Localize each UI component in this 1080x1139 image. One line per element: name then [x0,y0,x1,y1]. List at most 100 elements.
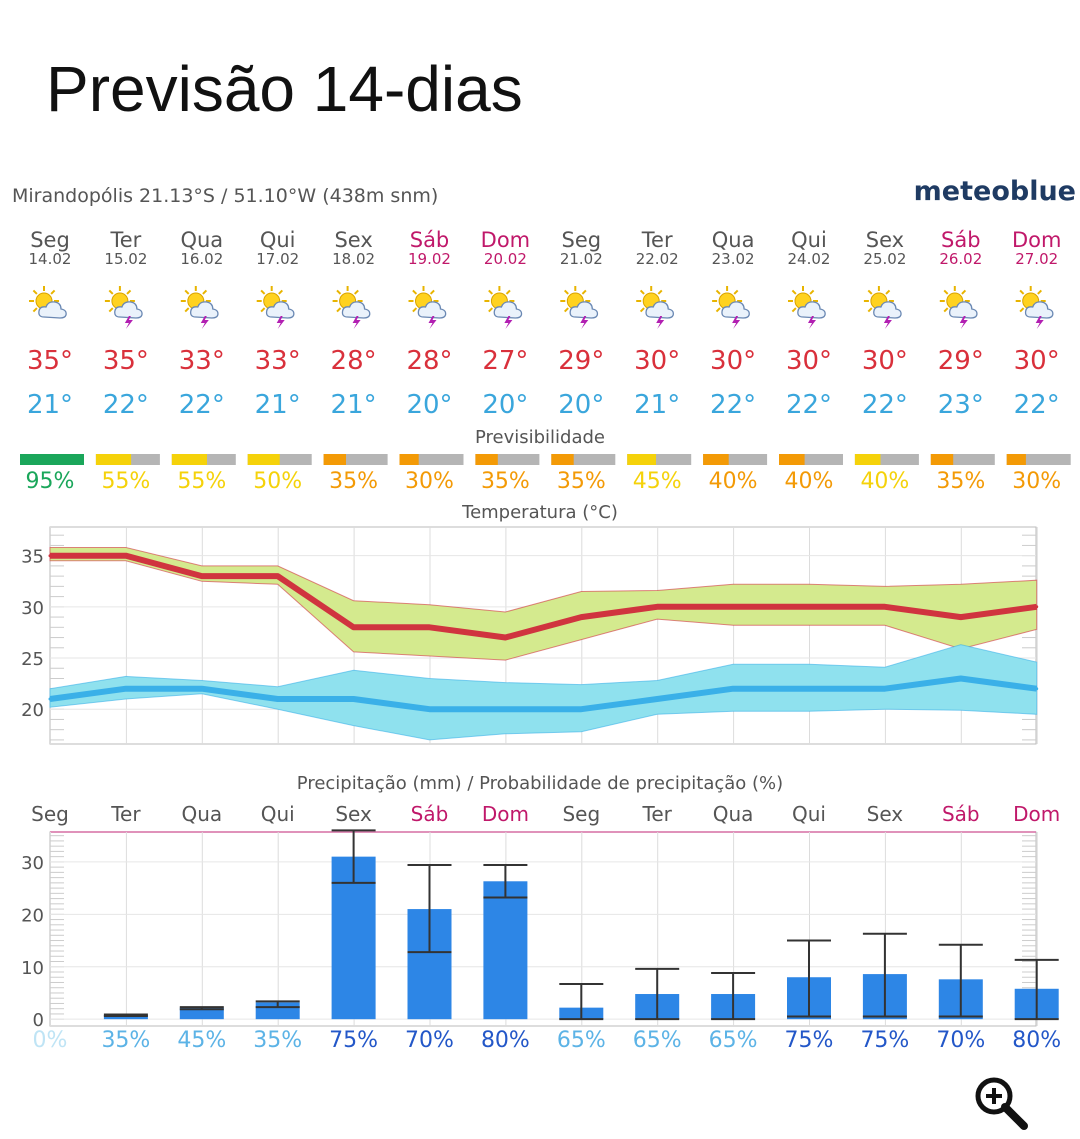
predictability-value: 50% [253,469,302,494]
y-tick-label: 20 [21,905,44,926]
predictability-value: 35% [329,469,378,494]
min-temperature-point [48,697,52,701]
day-date: 26.02 [939,250,982,268]
max-temperature-point [959,615,963,619]
min-temperature-line [49,675,1038,713]
max-temperature-point [731,605,735,609]
day-name: Sáb [410,228,450,252]
predictability-value: 45% [633,469,682,494]
sun-ray [32,289,38,295]
max-temp: 35° [27,346,73,376]
sun-ray [791,307,797,313]
cloud [493,301,523,319]
meteogram[interactable]: Mirandopólis 21.13°S / 51.10°W (438m snm… [0,0,1080,1080]
max-temperature-point [503,636,507,639]
sun-ray [488,289,494,295]
precip-day-label: Sáb [942,802,980,826]
lightning [276,316,285,329]
zoom-in-icon[interactable] [972,1074,1032,1134]
temperature-title: Temperatura (°C) [461,502,618,523]
day-name: Sex [334,228,372,252]
sun-ray [885,289,891,295]
predictability-bar-bg [779,454,843,465]
day-date: 16.02 [180,250,223,268]
day-name: Dom [481,228,530,252]
min-temp: 22° [103,390,149,420]
min-temp: 21° [255,390,301,420]
predictability-value: 30% [1012,469,1061,494]
precip-probability: 65% [709,1028,758,1053]
day-name: Ter [109,228,141,252]
max-temp: 28° [331,346,377,376]
max-temp: 33° [255,346,301,376]
min-temp: 23° [938,390,984,420]
sun-thunderstorm-icon [408,286,447,329]
predictability-value: 40% [709,469,758,494]
lightning [428,316,437,329]
predictability-bar [1006,454,1026,465]
sun-ray [791,289,797,295]
day-name: Qua [712,228,755,252]
predictability-bar [95,454,132,465]
max-temp: 28° [406,346,452,376]
day-name: Qui [260,228,296,252]
min-temp: 20° [482,390,528,420]
min-temp: 20° [406,390,452,420]
precip-day-label: Qua [713,802,754,826]
max-temperature-band [49,547,1038,661]
lightning [959,316,968,329]
sun-ray [488,307,494,313]
day-name: Dom [1012,228,1061,252]
precip-probability: 75% [329,1028,378,1053]
min-temperature-point [503,707,507,711]
precip-day-label: Dom [482,802,529,826]
day-date: 24.02 [788,250,831,268]
precip-day-label: Qui [792,802,826,826]
y-tick-label: 30 [21,853,44,874]
lightning [883,316,892,329]
predictability-bar-bg [475,454,540,465]
predictability-bar [171,454,207,465]
min-temp: 22° [710,390,756,420]
max-temp: 30° [862,346,908,376]
sun-ray [108,307,114,313]
day-name: Qua [180,228,223,252]
cloud [1024,301,1054,319]
predictability-bar-bg [703,454,768,465]
max-temp: 29° [938,346,984,376]
meteoblue-logo: meteoblue [914,176,1076,207]
cloud [417,301,447,319]
sun-ray [50,289,56,295]
sun-ray [809,289,815,295]
predictability-bar [779,454,805,465]
precip-day-label: Qui [261,802,295,826]
min-temperature-point [428,707,431,711]
min-temp: 22° [179,390,225,420]
predictability-bar [399,454,419,465]
cloud [721,301,750,319]
sun-ray [505,289,511,295]
predictability-bar [247,454,280,465]
sun-ray [639,289,645,295]
predictability-value: 35% [936,469,985,494]
min-temperature-point [124,687,128,691]
min-temp: 21° [331,390,377,420]
sun-thunderstorm-icon [939,286,978,329]
sun-ray [563,289,569,295]
precip-probability: 70% [405,1028,454,1053]
sun-thunderstorm-icon [712,286,750,329]
predictability-bar [475,454,498,465]
precip-probability: 75% [785,1028,834,1053]
max-temperature-point [48,554,52,558]
predictability-bar-bg [1006,454,1071,465]
cloud [645,301,674,319]
predictability-bar [930,454,954,465]
predictability-bar [627,454,656,465]
precipitation-bar [103,1014,148,1020]
y-tick-label: 30 [21,598,44,619]
sun-ray [715,307,721,313]
day-date: 27.02 [1015,250,1058,268]
cloud [38,301,67,319]
precip-probability: 65% [633,1028,682,1053]
predictability-value: 40% [860,469,909,494]
